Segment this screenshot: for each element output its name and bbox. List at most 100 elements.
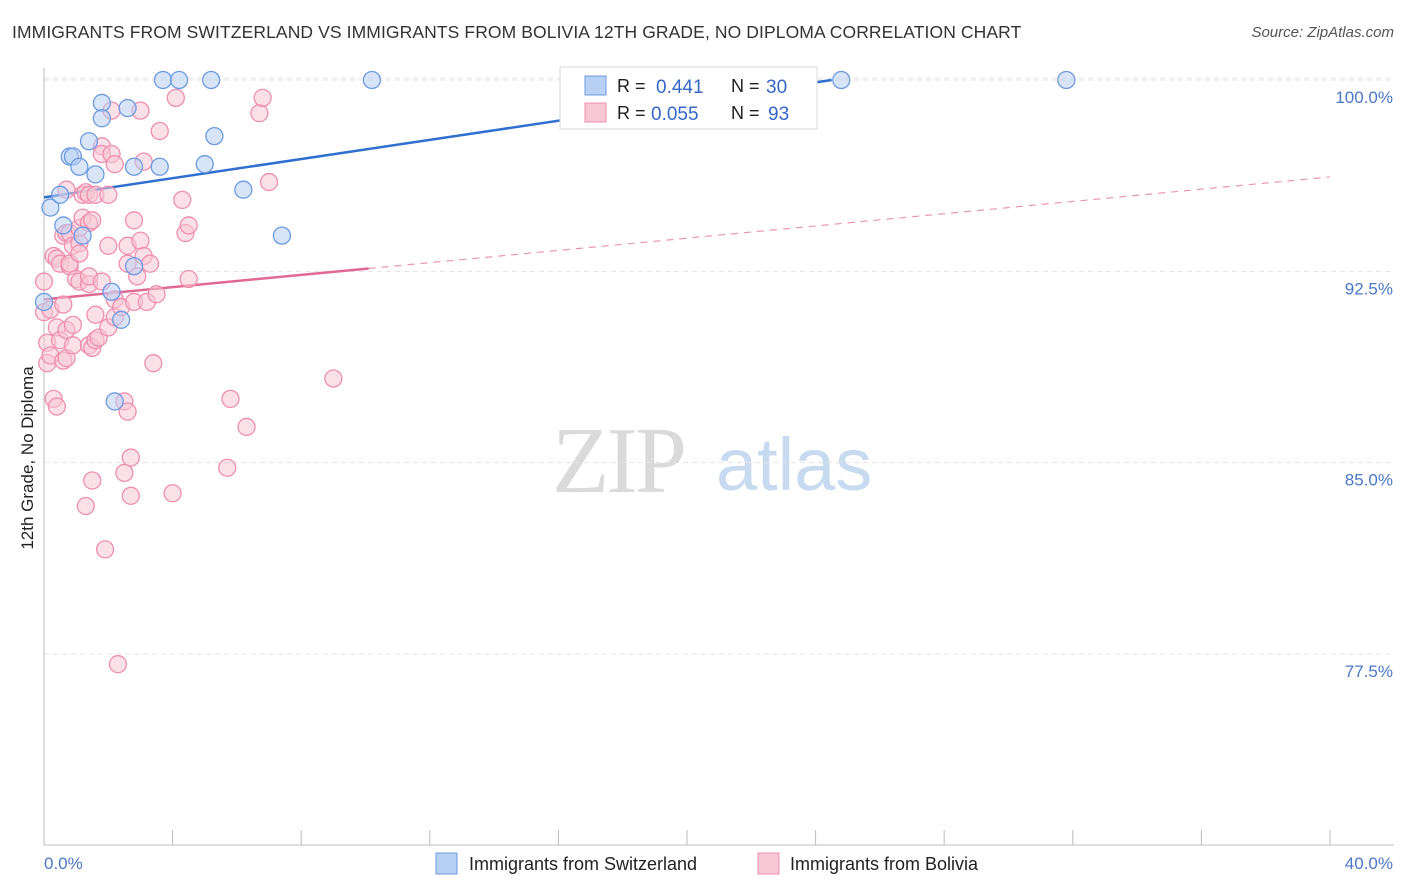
legend-swatch-switzerland bbox=[584, 75, 607, 96]
x-tick-label-max: 40.0% bbox=[1345, 854, 1393, 873]
point-bolivia bbox=[218, 458, 237, 477]
point-switzerland bbox=[73, 226, 92, 245]
point-switzerland bbox=[153, 70, 173, 90]
point-bolivia bbox=[70, 244, 89, 263]
legend-n-label-switzerland: N = bbox=[731, 76, 760, 96]
point-switzerland bbox=[150, 157, 169, 176]
point-switzerland bbox=[92, 93, 112, 113]
point-bolivia bbox=[99, 236, 118, 255]
legend-r-label-switzerland: R = bbox=[617, 76, 646, 96]
point-bolivia bbox=[250, 104, 269, 123]
point-switzerland bbox=[124, 257, 144, 276]
point-bolivia bbox=[166, 88, 185, 108]
point-bolivia bbox=[121, 448, 140, 467]
point-bolivia bbox=[86, 305, 105, 324]
legend-n-value-switzerland: 30 bbox=[766, 77, 787, 98]
point-switzerland bbox=[1057, 70, 1076, 90]
axes bbox=[43, 68, 1394, 846]
x-tick-marks bbox=[43, 830, 1331, 845]
point-bolivia bbox=[259, 172, 279, 192]
point-bolivia bbox=[115, 463, 134, 483]
series-legend: Immigrants from Switzerland Immigrants f… bbox=[435, 852, 979, 875]
point-bolivia bbox=[54, 295, 73, 314]
point-switzerland bbox=[54, 216, 73, 235]
legend-swatch-bolivia bbox=[584, 102, 607, 123]
legend-n-value-bolivia: 93 bbox=[768, 104, 789, 125]
legend-r-value-bolivia: 0.055 bbox=[651, 104, 699, 125]
point-bolivia bbox=[140, 254, 160, 273]
bottom-legend-label-bolivia: Immigrants from Bolivia bbox=[790, 854, 979, 874]
y-axis-label: 12th Grade, No Diploma bbox=[18, 366, 37, 550]
point-bolivia bbox=[63, 336, 83, 355]
point-switzerland bbox=[112, 310, 131, 329]
y-tick-label: 85.0% bbox=[1345, 471, 1393, 490]
point-switzerland bbox=[102, 282, 121, 301]
point-switzerland bbox=[169, 70, 189, 90]
point-bolivia bbox=[253, 88, 272, 108]
point-bolivia bbox=[221, 389, 240, 409]
point-switzerland bbox=[92, 109, 112, 128]
y-tick-label: 100.0% bbox=[1335, 88, 1393, 107]
source-credit: Source: ZipAtlas.com bbox=[1251, 24, 1394, 41]
data-points bbox=[34, 70, 1076, 674]
trend-line-bolivia bbox=[43, 267, 369, 301]
point-bolivia bbox=[144, 354, 163, 373]
point-bolivia bbox=[147, 285, 166, 304]
point-switzerland bbox=[234, 180, 253, 199]
point-bolivia bbox=[163, 484, 182, 503]
bottom-legend-swatch-bolivia bbox=[757, 852, 780, 875]
point-bolivia bbox=[121, 486, 140, 505]
x-tick-label-min: 0.0% bbox=[44, 854, 83, 873]
point-bolivia bbox=[324, 369, 343, 388]
point-bolivia bbox=[105, 155, 124, 174]
point-switzerland bbox=[41, 198, 60, 217]
point-switzerland bbox=[202, 70, 221, 90]
point-bolivia bbox=[179, 216, 198, 235]
legend-r-label-bolivia: R = bbox=[617, 103, 646, 123]
point-bolivia bbox=[63, 315, 83, 335]
point-bolivia bbox=[124, 211, 144, 230]
point-switzerland bbox=[362, 70, 382, 90]
point-bolivia bbox=[179, 269, 198, 289]
watermark-atlas: atlas bbox=[716, 423, 872, 506]
y-tick-labels: 77.5% 85.0% 92.5% 100.0% bbox=[1335, 88, 1393, 681]
point-switzerland bbox=[70, 157, 89, 176]
point-bolivia bbox=[99, 185, 118, 204]
point-switzerland bbox=[34, 292, 54, 312]
legend-r-value-switzerland: 0.441 bbox=[656, 77, 704, 98]
chart-title: IMMIGRANTS FROM SWITZERLAND VS IMMIGRANT… bbox=[12, 22, 1022, 42]
point-bolivia bbox=[131, 231, 150, 250]
point-bolivia bbox=[173, 190, 192, 210]
point-bolivia bbox=[47, 397, 67, 416]
stats-legend: R = 0.441 N = 30 R = 0.055 N = 93 bbox=[559, 66, 818, 130]
point-bolivia bbox=[83, 211, 102, 230]
point-switzerland bbox=[118, 98, 137, 118]
point-switzerland bbox=[86, 165, 105, 184]
bottom-legend-label-switzerland: Immigrants from Switzerland bbox=[469, 854, 697, 874]
watermark-zip: ZIP bbox=[552, 409, 684, 513]
point-switzerland bbox=[124, 157, 144, 176]
watermark: ZIP atlas bbox=[552, 409, 872, 513]
gridlines bbox=[44, 77, 1394, 655]
point-switzerland bbox=[50, 185, 70, 204]
y-tick-label: 77.5% bbox=[1345, 662, 1393, 681]
bottom-legend-swatch-switzerland bbox=[435, 852, 458, 875]
trend-line-extension-bolivia bbox=[368, 176, 1331, 270]
point-bolivia bbox=[34, 272, 54, 291]
point-switzerland bbox=[195, 155, 214, 174]
point-switzerland bbox=[832, 70, 851, 90]
y-tick-label: 92.5% bbox=[1345, 279, 1393, 298]
point-bolivia bbox=[83, 471, 102, 490]
point-bolivia bbox=[118, 402, 137, 421]
point-bolivia bbox=[95, 540, 115, 559]
point-switzerland bbox=[272, 226, 292, 245]
point-bolivia bbox=[108, 655, 128, 674]
legend-n-label-bolivia: N = bbox=[731, 103, 760, 123]
point-switzerland bbox=[205, 126, 224, 146]
point-bolivia bbox=[76, 496, 95, 516]
point-switzerland bbox=[105, 392, 124, 411]
point-bolivia bbox=[237, 417, 256, 437]
point-bolivia bbox=[150, 121, 169, 141]
point-switzerland bbox=[79, 132, 99, 151]
